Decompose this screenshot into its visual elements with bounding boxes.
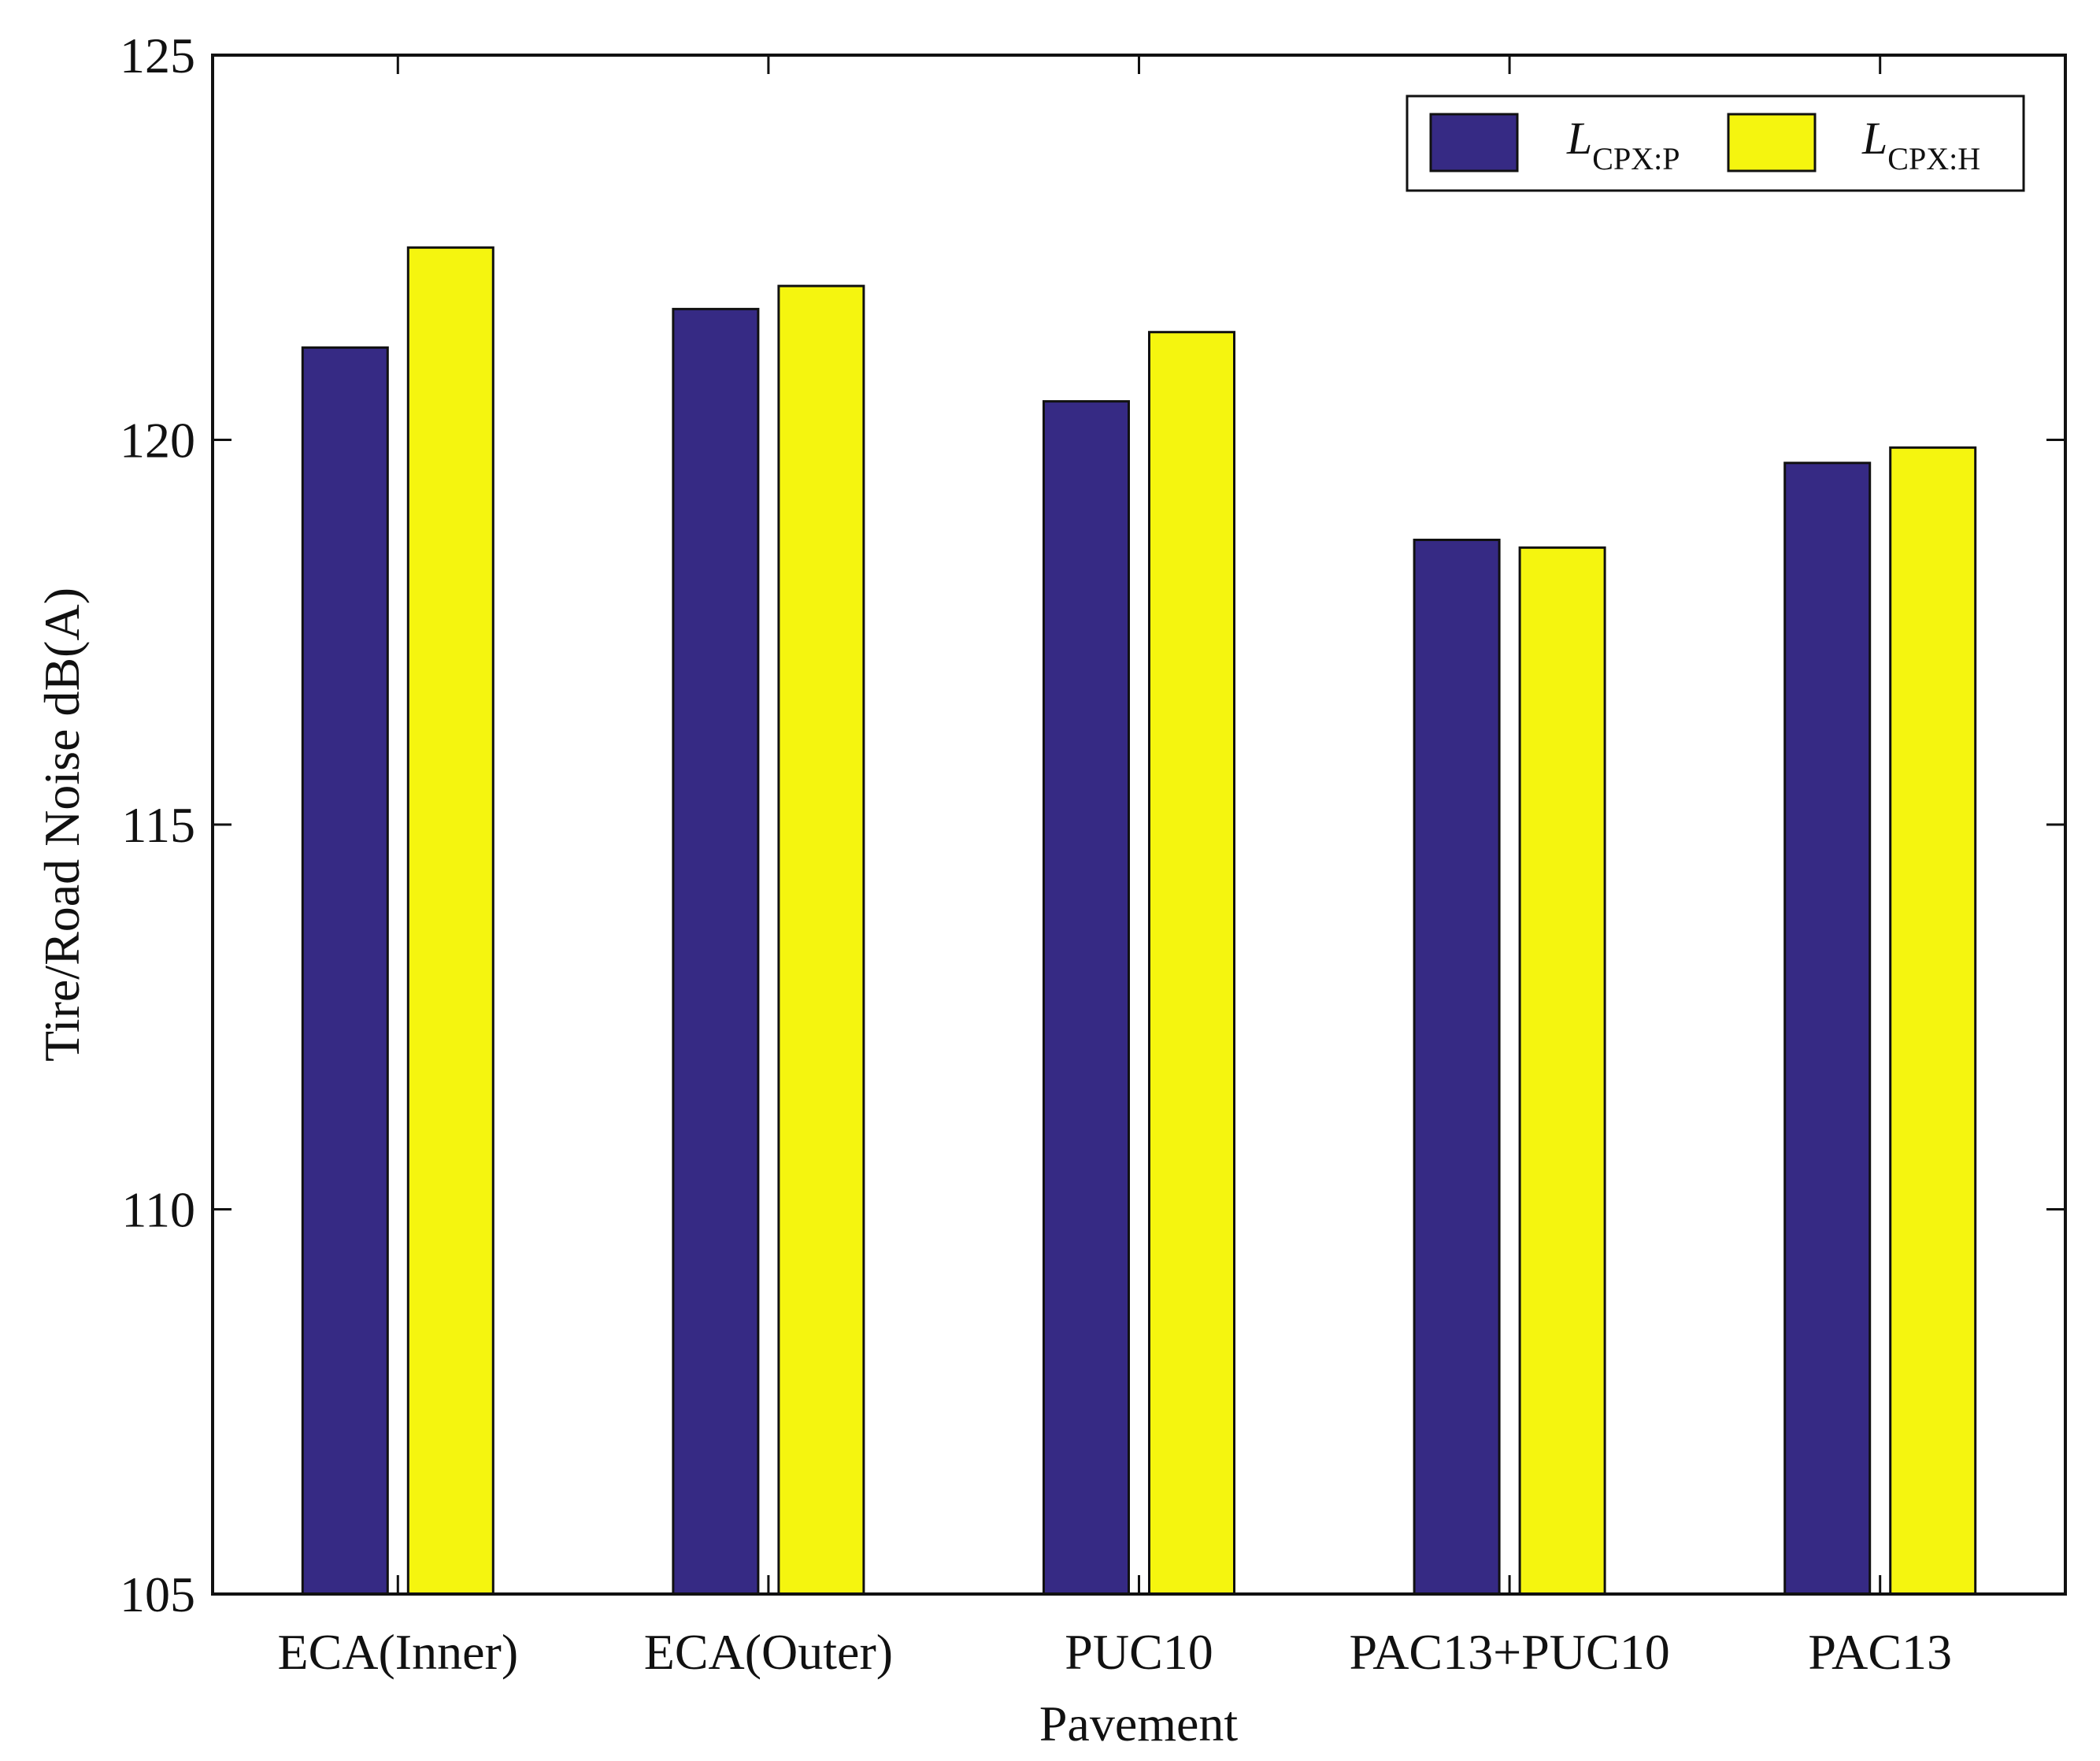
legend-label-cpx-p: LCPX:P [1566,113,1680,176]
legend: LCPX:P LCPX:H [1406,95,2025,192]
x-tick-label-0: ECA(Inner) [277,1624,518,1680]
y-tick-labels: 105 110 115 120 125 [120,28,195,1622]
bar-cpx-h-2 [1148,331,1235,1596]
y-tick-label-3: 120 [120,413,195,469]
legend-swatch-cpx-h [1727,113,1817,172]
legend-swatch-cpx-p [1429,113,1519,172]
legend-label-cpx-p-main: L [1566,113,1592,164]
bar-cpx-p-2 [1043,400,1130,1596]
x-tick-label-1: ECA(Outer) [644,1624,893,1680]
x-tick-label-3: PAC13+PUC10 [1349,1624,1669,1680]
bar-cpx-p-3 [1413,539,1501,1596]
bar-cpx-h-3 [1518,546,1606,1596]
bar-cpx-h-1 [777,284,865,1596]
y-axis-title: Tire/Road Noise dB(A) [34,588,90,1062]
x-tick-label-4: PAC13 [1808,1624,1952,1680]
bar-cpx-p-0 [301,346,389,1596]
y-tick-label-1: 110 [121,1182,195,1238]
bar-cpx-h-4 [1889,446,1977,1596]
bar-cpx-h-0 [406,246,494,1596]
legend-label-cpx-h-main: L [1861,113,1887,164]
bars-layer [301,246,1977,1596]
x-tick-labels: ECA(Inner) ECA(Outer) PUC10 PAC13+PUC10 PAC1… [277,1624,1952,1680]
y-tick-label-4: 125 [120,28,195,83]
legend-label-cpx-h: LCPX:H [1861,113,1980,176]
y-tick-label-2: 115 [121,797,195,853]
legend-label-cpx-h-sub: CPX:H [1887,141,1980,176]
bar-cpx-p-4 [1783,462,1872,1596]
x-axis-title: Pavement [1039,1696,1239,1752]
legend-label-cpx-p-sub: CPX:P [1592,141,1680,176]
axis-ticks [213,54,2065,1596]
x-tick-label-2: PUC10 [1065,1624,1213,1680]
y-tick-label-0: 105 [120,1566,195,1622]
bar-cpx-p-1 [672,307,760,1596]
